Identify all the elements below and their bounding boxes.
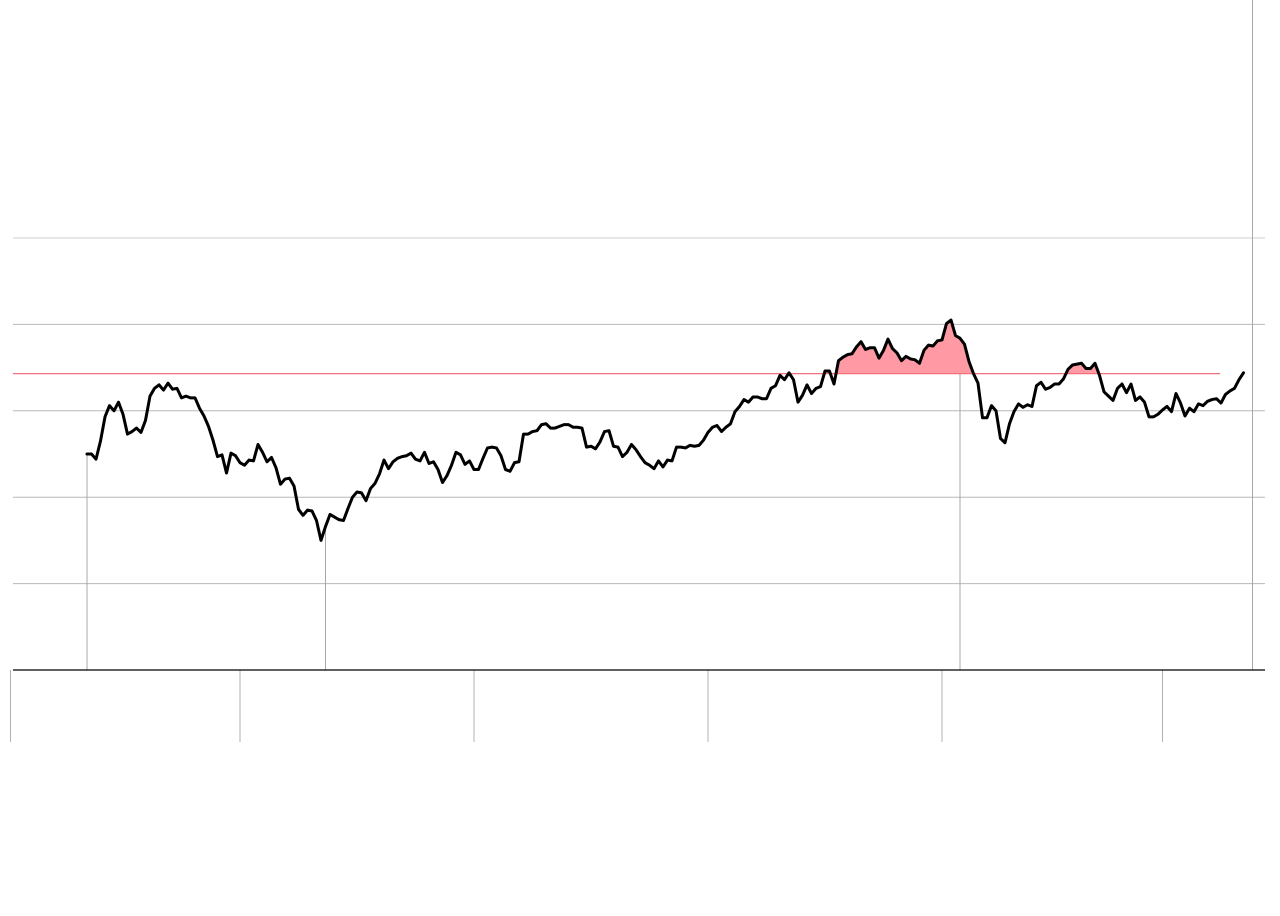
x-axis-ticks xyxy=(10,670,1163,742)
gridlines xyxy=(13,237,1265,585)
date-markers xyxy=(86,0,1253,670)
series-line xyxy=(85,318,1245,542)
